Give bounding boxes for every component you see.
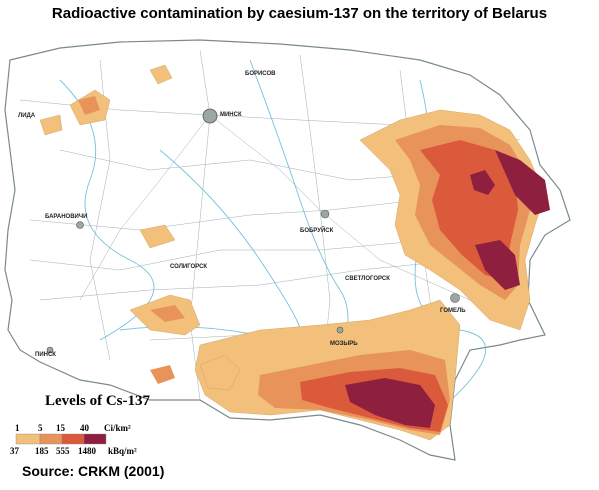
city-labels: МИНСК БОРИСОВ БАРАНОВИЧИ СОЛИГОРСК БОБРУ… [18, 71, 466, 358]
bobruisk-marker [320, 209, 330, 219]
legend-swatch-1 [15, 433, 41, 445]
contamination-zones [39, 64, 550, 441]
city-label-baranovichi: БАРАНОВИЧИ [45, 214, 87, 220]
legend-kbq-unit: kBq/m² [108, 446, 137, 456]
city-label-mozyr: МОЗЫРЬ [330, 341, 358, 347]
city-markers [46, 108, 460, 354]
zone-ne-level4a [495, 150, 550, 215]
zone-w-level2b [78, 96, 100, 115]
baranovichi-marker [76, 221, 84, 229]
pinsk-marker [46, 346, 54, 354]
zone-s-level4 [345, 378, 435, 428]
legend-swatch-3 [61, 433, 85, 445]
gomel-marker [450, 293, 460, 303]
legend-swatch-4 [83, 433, 107, 445]
legend-ci-value: 15 [56, 423, 66, 433]
zone-w-level1c [39, 114, 63, 136]
city-label-bobruisk: БОБРУЙСК [300, 226, 334, 234]
zone-n-level1 [149, 64, 173, 85]
city-label-borisov: БОРИСОВ [245, 71, 276, 77]
city-label-lida: ЛИДА [18, 113, 36, 119]
city-label-svetlogorsk: СВЕТЛОГОРСК [345, 276, 390, 282]
legend-swatch-2 [39, 433, 63, 445]
zone-w-level1d [139, 224, 176, 249]
map-title: Radioactive contamination by caesium-137… [51, 5, 548, 22]
legend-ci-unit: Ci/km² [104, 423, 131, 433]
city-label-minsk: МИНСК [220, 112, 242, 118]
legend-kbq-value: 1480 [78, 446, 97, 456]
zone-ne-level4b [475, 240, 520, 290]
city-label-pinsk: ПИНСК [35, 352, 56, 358]
legend-ci-value: 5 [38, 423, 43, 433]
zone-sw-level2 [150, 365, 175, 384]
legend-ci-value: 40 [80, 423, 90, 433]
zone-sw-level1 [199, 354, 241, 391]
legend: 1 5 15 40 Ci/km² 37 185 555 1480 kBq/m² [10, 423, 137, 456]
belarus-contamination-map: МИНСК БОРИСОВ БАРАНОВИЧИ СОЛИГОРСК БОБРУ… [4, 39, 571, 461]
zone-ne-level4c [470, 170, 495, 195]
legend-kbq-value: 555 [56, 446, 70, 456]
source-credit: Source: CRKM (2001) [22, 463, 165, 479]
mozyr-marker [336, 326, 344, 334]
minsk-marker [202, 108, 218, 124]
legend-kbq-value: 37 [10, 446, 20, 456]
legend-ci-value: 1 [15, 423, 20, 433]
city-label-soligorsk: СОЛИГОРСК [170, 264, 207, 270]
zone-w-level2a [150, 305, 185, 322]
legend-title: Levels of Cs-137 [45, 393, 150, 409]
legend-kbq-value: 185 [35, 446, 49, 456]
city-label-gomel: ГОМЕЛЬ [440, 308, 466, 314]
